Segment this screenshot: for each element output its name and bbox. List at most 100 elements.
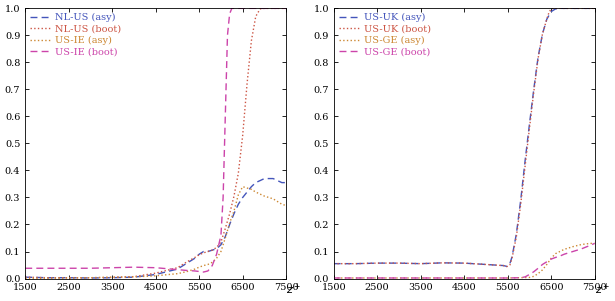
- NL-US (boot): [230, 194, 237, 198]
- US-UK (asy): [499, 264, 507, 267]
- US-GE (asy): [438, 276, 446, 280]
- NL-US (boot): [221, 227, 229, 230]
- NL-US (boot): [248, 39, 255, 42]
- Line: US-GE (asy): US-GE (asy): [334, 244, 595, 278]
- US-IE (boot): [224, 34, 231, 37]
- NL-US (boot): [244, 82, 251, 86]
- US-IE (boot): [152, 266, 159, 269]
- US-UK (boot): [513, 235, 520, 238]
- US-GE (boot): [591, 242, 598, 245]
- US-IE (boot): [183, 268, 190, 272]
- US-UK (boot): [373, 261, 381, 265]
- NL-US (boot): [208, 248, 216, 252]
- US-UK (boot): [352, 262, 359, 265]
- US-GE (boot): [587, 244, 594, 247]
- NL-US (asy): [183, 262, 190, 265]
- US-GE (asy): [461, 276, 468, 280]
- US-GE (boot): [556, 254, 563, 258]
- US-UK (boot): [526, 127, 533, 130]
- US-UK (asy): [461, 261, 468, 265]
- US-IE (boot): [200, 270, 207, 274]
- US-GE (boot): [395, 276, 403, 280]
- NL-US (asy): [239, 196, 247, 199]
- US-UK (asy): [352, 262, 359, 265]
- US-GE (asy): [417, 276, 424, 280]
- NL-US (asy): [230, 212, 237, 216]
- US-GE (boot): [530, 270, 538, 274]
- US-UK (boot): [499, 264, 507, 267]
- US-UK (boot): [517, 202, 525, 206]
- NL-US (asy): [191, 256, 199, 260]
- NL-US (boot): [239, 134, 247, 137]
- NL-US (asy): [208, 248, 216, 252]
- US-IE (asy): [282, 204, 290, 207]
- NL-US (asy): [252, 181, 260, 185]
- US-GE (asy): [373, 276, 381, 280]
- NL-US (asy): [204, 250, 212, 253]
- US-IE (asy): [174, 272, 181, 275]
- Legend: NL-US (asy), NL-US (boot), US-IE (asy), US-IE (boot): NL-US (asy), NL-US (boot), US-IE (asy), …: [28, 11, 124, 59]
- Line: US-UK (asy): US-UK (asy): [334, 8, 595, 266]
- US-UK (asy): [373, 261, 381, 265]
- NL-US (asy): [200, 250, 207, 253]
- Line: NL-US (asy): NL-US (asy): [25, 178, 286, 278]
- Line: US-UK (boot): US-UK (boot): [334, 8, 595, 267]
- US-GE (asy): [591, 242, 598, 245]
- US-IE (boot): [34, 266, 42, 270]
- NL-US (asy): [130, 275, 138, 279]
- US-IE (boot): [226, 12, 233, 16]
- US-UK (asy): [522, 159, 529, 163]
- US-GE (boot): [330, 276, 338, 280]
- US-UK (asy): [543, 17, 550, 21]
- US-UK (boot): [482, 263, 490, 266]
- US-UK (asy): [530, 88, 538, 91]
- NL-US (asy): [65, 276, 73, 280]
- US-GE (asy): [482, 276, 490, 280]
- US-GE (boot): [438, 276, 446, 280]
- US-UK (boot): [503, 265, 510, 268]
- US-GE (boot): [517, 276, 525, 280]
- US-UK (asy): [513, 232, 520, 236]
- NL-US (asy): [174, 267, 181, 271]
- NL-US (boot): [235, 171, 242, 175]
- US-GE (asy): [534, 272, 542, 275]
- NL-US (asy): [248, 185, 255, 188]
- US-UK (asy): [547, 10, 555, 14]
- NL-US (asy): [244, 190, 251, 194]
- US-IE (asy): [191, 267, 199, 271]
- US-GE (boot): [552, 256, 559, 259]
- NL-US (asy): [226, 223, 233, 226]
- US-IE (asy): [221, 236, 229, 240]
- US-UK (boot): [530, 90, 538, 94]
- US-GE (boot): [560, 253, 568, 256]
- US-GE (boot): [539, 263, 546, 266]
- Line: NL-US (boot): NL-US (boot): [25, 8, 286, 278]
- US-IE (asy): [239, 185, 247, 188]
- NL-US (boot): [183, 260, 190, 264]
- US-IE (boot): [108, 266, 116, 269]
- US-IE (asy): [22, 276, 29, 280]
- Line: US-GE (boot): US-GE (boot): [334, 244, 595, 278]
- Line: US-IE (asy): US-IE (asy): [25, 187, 286, 278]
- US-IE (asy): [196, 265, 203, 269]
- NL-US (boot): [191, 256, 199, 259]
- US-GE (asy): [578, 243, 585, 246]
- US-GE (boot): [526, 273, 533, 276]
- US-UK (asy): [517, 198, 525, 202]
- US-GE (asy): [543, 263, 550, 266]
- US-IE (asy): [183, 270, 190, 274]
- US-IE (asy): [130, 275, 138, 279]
- US-IE (boot): [65, 266, 73, 270]
- US-IE (asy): [278, 202, 285, 206]
- NL-US (asy): [22, 275, 29, 279]
- US-UK (boot): [591, 7, 598, 10]
- US-UK (asy): [556, 7, 563, 10]
- US-IE (boot): [282, 7, 290, 10]
- US-UK (boot): [534, 57, 542, 60]
- NL-US (asy): [217, 243, 224, 247]
- US-GE (boot): [504, 276, 511, 280]
- US-UK (asy): [591, 7, 598, 10]
- US-GE (asy): [547, 256, 555, 260]
- NL-US (asy): [282, 181, 290, 185]
- US-IE (asy): [87, 276, 94, 280]
